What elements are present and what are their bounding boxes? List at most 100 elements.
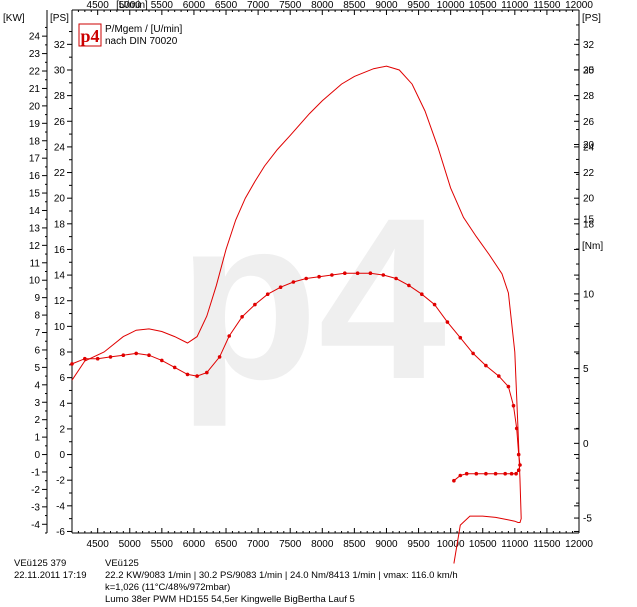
kw-tick-label: 2 [34,415,40,426]
x-tick-label-top: 10500 [469,0,497,11]
ps-left-tick-label: -2 [56,476,65,487]
nm-tick-label: 25 [583,65,595,76]
curve-point [278,285,283,290]
nm-tick-label: 5 [583,364,589,375]
ps-right-tick-label: 30 [583,65,595,76]
footer-sep: | [284,570,288,581]
footer-max-ps: 30.2 PS/9083 1/min [198,570,283,581]
curve-point [394,276,398,281]
kw-tick-label: 15 [29,189,41,200]
curve-point [484,363,488,368]
x-tick-label-top: 9500 [407,0,430,11]
curve-point [160,358,164,363]
curve-point [516,468,521,473]
p4-logo-box [78,23,102,47]
x-tick-label-bottom: 7500 [279,539,302,550]
ps-left-tick-label: -6 [56,527,65,538]
x-tick-label-bottom: 5500 [151,539,174,550]
curve-point [253,302,257,307]
x-tick-label-top: 11000 [501,0,529,11]
kw-tick-label: 16 [29,171,41,182]
kw-tick-label: 9 [34,293,40,304]
kw-tick-label: 21 [29,84,41,95]
curve-point [514,471,518,476]
kw-tick-label: 22 [29,67,41,78]
ps-right-tick-label: 32 [583,40,595,51]
nm-tick-label: 0 [583,439,589,450]
x-tick-label-bottom: 8500 [343,539,366,550]
footer-max-kw: 22.2 KW/9083 1/min [105,570,192,581]
curve-point [355,271,360,276]
curve-point [458,335,463,340]
x-tick-label-bottom: 6000 [183,539,206,550]
ps-left-tick-label: 30 [54,65,66,76]
curve-point [70,362,74,366]
kw-tick-label: 1 [34,433,40,444]
kw-tick-label: 12 [29,241,41,252]
kw-tick-label: 4 [34,380,40,391]
curve-point [503,471,508,476]
curve-point [95,356,100,361]
kw-tick-label: 7 [34,328,40,339]
ps-left-tick-label: 18 [54,219,66,230]
nm-axis-unit: [Nm] [582,241,603,252]
kw-tick-label: 6 [34,345,40,356]
footer-setup: Lumo 38er PWM HD155 54,5er Kingwelle Big… [105,594,355,605]
kw-tick-label: 19 [29,119,41,130]
curve-point [493,471,498,476]
x-tick-label-top: 6500 [215,0,238,11]
x-tick-label-bottom: 8000 [311,539,334,550]
curve-point [121,353,126,358]
footer-results: 22.2 KW/9083 1/min | 30.2 PS/9083 1/min … [105,570,458,582]
nm-axis: -5 0 5 10 15 20 25 [574,9,595,525]
x-axis-top: 4500 5000 5500 6000 6500 7000 7500 8000 8500 9000… [77,0,593,15]
x-tick-label-top: 11500 [533,0,561,11]
curve-point [509,471,514,476]
ps-right-axis: 18 20 22 24 26 28 30 32 [574,40,595,532]
ps-left-tick-label: -4 [56,501,65,512]
ps-right-tick-label: 18 [583,219,595,230]
curve-point [205,370,209,375]
kw-tick-label: -4 [31,520,40,531]
x-tick-label-bottom: 7000 [247,539,270,550]
x-tick-label-bottom: 9500 [407,539,430,550]
ps-left-tick-label: 28 [54,91,66,102]
x-tick-label-bottom: 4500 [87,539,110,550]
curve-point [407,283,411,288]
ps-right-axis-unit: [PS] [582,13,601,24]
ps-right-tick-label: 24 [583,142,595,153]
ps-left-tick-label: 20 [54,194,66,205]
curve-point [343,271,347,276]
x-tick-label-top: 10000 [437,0,465,11]
nm-tick-label: 15 [583,215,595,226]
ps-left-tick-label: 22 [54,168,66,179]
curve-point [368,271,373,276]
footer-datetime: 22.11.2011 17:19 [14,570,87,581]
kw-tick-label: 8 [34,311,40,322]
curve-point [195,374,199,378]
curve-point [240,315,244,319]
nm-tick-label: 20 [583,140,595,151]
footer-max-nm: 24.0 Nm/8413 1/min [290,570,376,581]
x-tick-label-bottom: 11500 [533,539,561,550]
x-tick-label-top: 12000 [565,0,593,11]
ps-left-axis-unit: [PS] [50,13,69,24]
kw-tick-label: 14 [29,206,41,217]
curve-point [464,471,469,476]
x-tick-label-top: 7500 [279,0,302,11]
curve-point [514,426,519,431]
x-axis-unit-top: [U/min] [116,0,148,11]
curve-point [317,274,321,279]
kw-tick-label: -3 [31,502,40,513]
curve-point [330,273,334,277]
curve-point [511,403,516,408]
kw-tick-label: 0 [34,450,40,461]
x-tick-label-top: 9000 [375,0,398,11]
x-axis-bottom: 4500 5000 5500 6000 6500 7000 7500 8000 8500 9000… [77,528,593,550]
ps-left-tick-label: 0 [59,450,65,461]
legend-line-1: P/Mgem / [U/min] [105,24,182,35]
footer-run-id: VEü125 379 [14,558,67,569]
curve-point [108,355,113,359]
x-tick-label-bottom: 10500 [469,539,497,550]
